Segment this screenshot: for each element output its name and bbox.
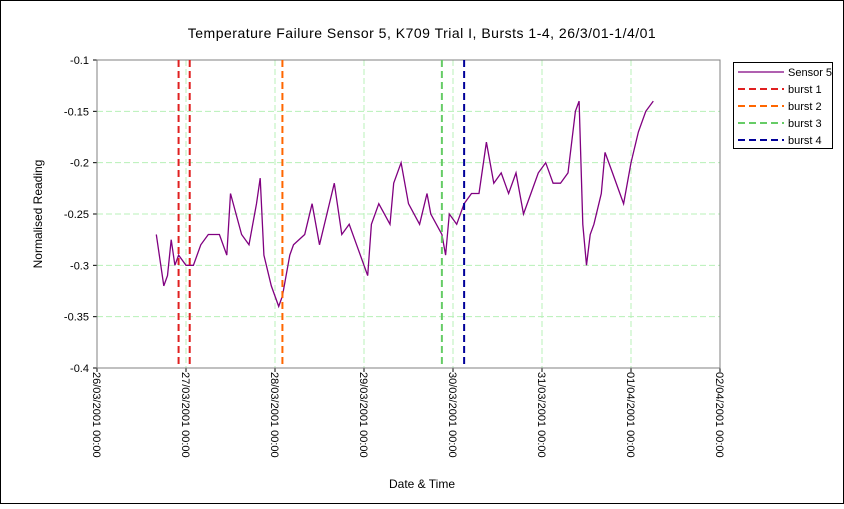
legend-label: burst 2: [788, 101, 822, 113]
y-tick-label: -0.2: [70, 158, 89, 170]
x-tick-label: 26/03/2001 00:00: [90, 372, 102, 458]
legend-label: Sensor 5: [788, 67, 832, 79]
y-tick-label: -0.35: [64, 312, 89, 324]
legend-label: burst 3: [788, 118, 822, 130]
x-tick-label: 28/03/2001 00:00: [268, 372, 280, 458]
chart-title: Temperature Failure Sensor 5, K709 Trial…: [188, 25, 656, 41]
y-tick-label: -0.1: [70, 55, 89, 67]
x-tick-label: 29/03/2001 00:00: [357, 372, 369, 458]
plot-border: [96, 59, 721, 369]
legend-label: burst 1: [788, 84, 822, 96]
y-tick-label: -0.15: [64, 106, 89, 118]
legend-label: burst 4: [788, 135, 822, 147]
x-tick-label: 30/03/2001 00:00: [446, 372, 458, 458]
y-tick-label: -0.25: [64, 209, 89, 221]
x-tick-label: 31/03/2001 00:00: [535, 372, 547, 458]
x-tick-label: 02/04/2001 00:00: [713, 372, 725, 458]
x-tick-label: 27/03/2001 00:00: [179, 372, 191, 458]
x-axis-label: Date & Time: [389, 477, 455, 491]
y-tick-label: -0.3: [70, 260, 89, 272]
data-line: [155, 100, 654, 309]
y-tick-label: -0.4: [70, 363, 89, 375]
y-axis-label: Normalised Reading: [31, 160, 45, 269]
x-tick-label: 01/04/2001 00:00: [624, 372, 636, 458]
